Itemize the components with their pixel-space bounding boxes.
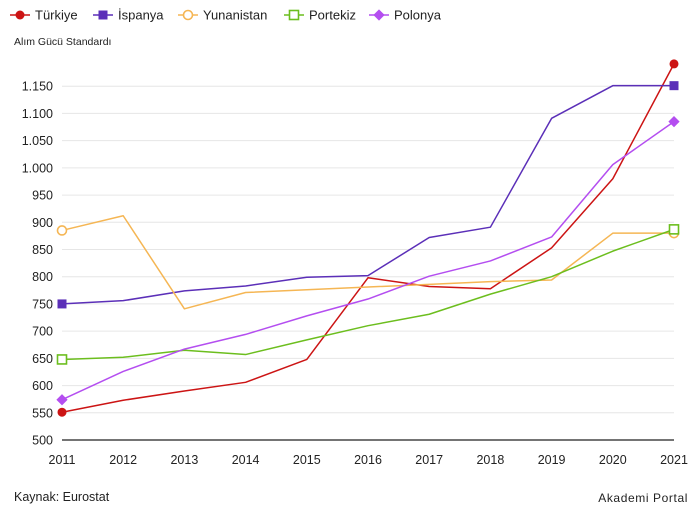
y-tick-label: 1.150 [22,80,53,94]
legend-swatch-marker [288,9,300,21]
x-tick-label: 2018 [476,453,504,467]
x-tick-label: 2013 [170,453,198,467]
y-tick-label: 900 [32,216,53,230]
series-Portekiz [56,224,680,365]
series-Polonya [56,115,680,406]
y-tick-label: 700 [32,325,53,339]
legend-label: Türkiye [35,8,78,23]
brand-label: Akademi Portal [598,491,688,505]
legend-label: İspanya [118,8,164,23]
series-layer [56,59,680,417]
legend-swatch-marker [15,10,25,20]
series-end-marker [668,115,680,128]
legend-item: Polonya [369,8,442,23]
y-tick-label: 600 [32,379,53,393]
series-start-marker [56,225,68,236]
x-tick-label: 2014 [232,453,260,467]
x-tick-label: 2015 [293,453,321,467]
x-tick-label: 2021 [660,453,688,467]
y-tick-label: 550 [32,406,53,420]
legend-item: Türkiye [10,8,78,23]
series-line [61,120,675,401]
legend: Türkiye İspanya Yunanistan Portekiz Polonya [10,8,442,23]
x-tick-label: 2016 [354,453,382,467]
x-tick-label: 2011 [49,453,76,467]
series-start-marker [57,299,67,309]
legend-item: Yunanistan [178,8,267,23]
y-tick-label: 950 [32,189,53,203]
series-line [61,63,675,413]
y-axis-unit-label: Alım Gücü Standardı [14,36,111,48]
y-tick-label: 850 [32,243,53,257]
y-tick-label: 1.050 [22,134,53,148]
series-end-marker [668,224,680,235]
series-start-marker [56,394,68,406]
legend-item: İspanya [93,8,164,23]
y-tick-label: 650 [32,352,53,366]
legend-swatch-marker [98,10,108,20]
legend-label: Polonya [394,8,442,23]
series-line [61,228,675,361]
series-end-marker [669,81,679,91]
y-tick-label: 750 [32,297,53,311]
legend-swatch-marker [373,9,385,21]
series-İspanya [57,81,679,309]
y-tick-label: 1.000 [22,161,53,175]
y-tick-label: 1.100 [22,107,53,121]
legend-label: Yunanistan [203,8,267,23]
x-tick-label: 2019 [538,453,566,467]
series-line [61,215,674,310]
series-start-marker [57,407,67,417]
x-tick-label: 2012 [109,453,137,467]
series-line [61,84,674,305]
source-note: Kaynak: Eurostat [14,490,110,504]
series-Türkiye [57,59,679,417]
axes: 500 550 600 650 700 750 800 850 900 950 1.000 1.050… [22,80,688,467]
series-start-marker [56,354,68,365]
x-tick-label: 2020 [599,453,627,467]
grid-lines [62,85,674,414]
x-tick-label: 2017 [415,453,443,467]
legend-swatch-marker [182,9,194,21]
legend-item: Portekiz [284,8,356,23]
y-tick-label: 500 [32,434,53,448]
y-tick-label: 800 [32,270,53,284]
legend-label: Portekiz [309,8,356,23]
series-end-marker [669,59,679,69]
